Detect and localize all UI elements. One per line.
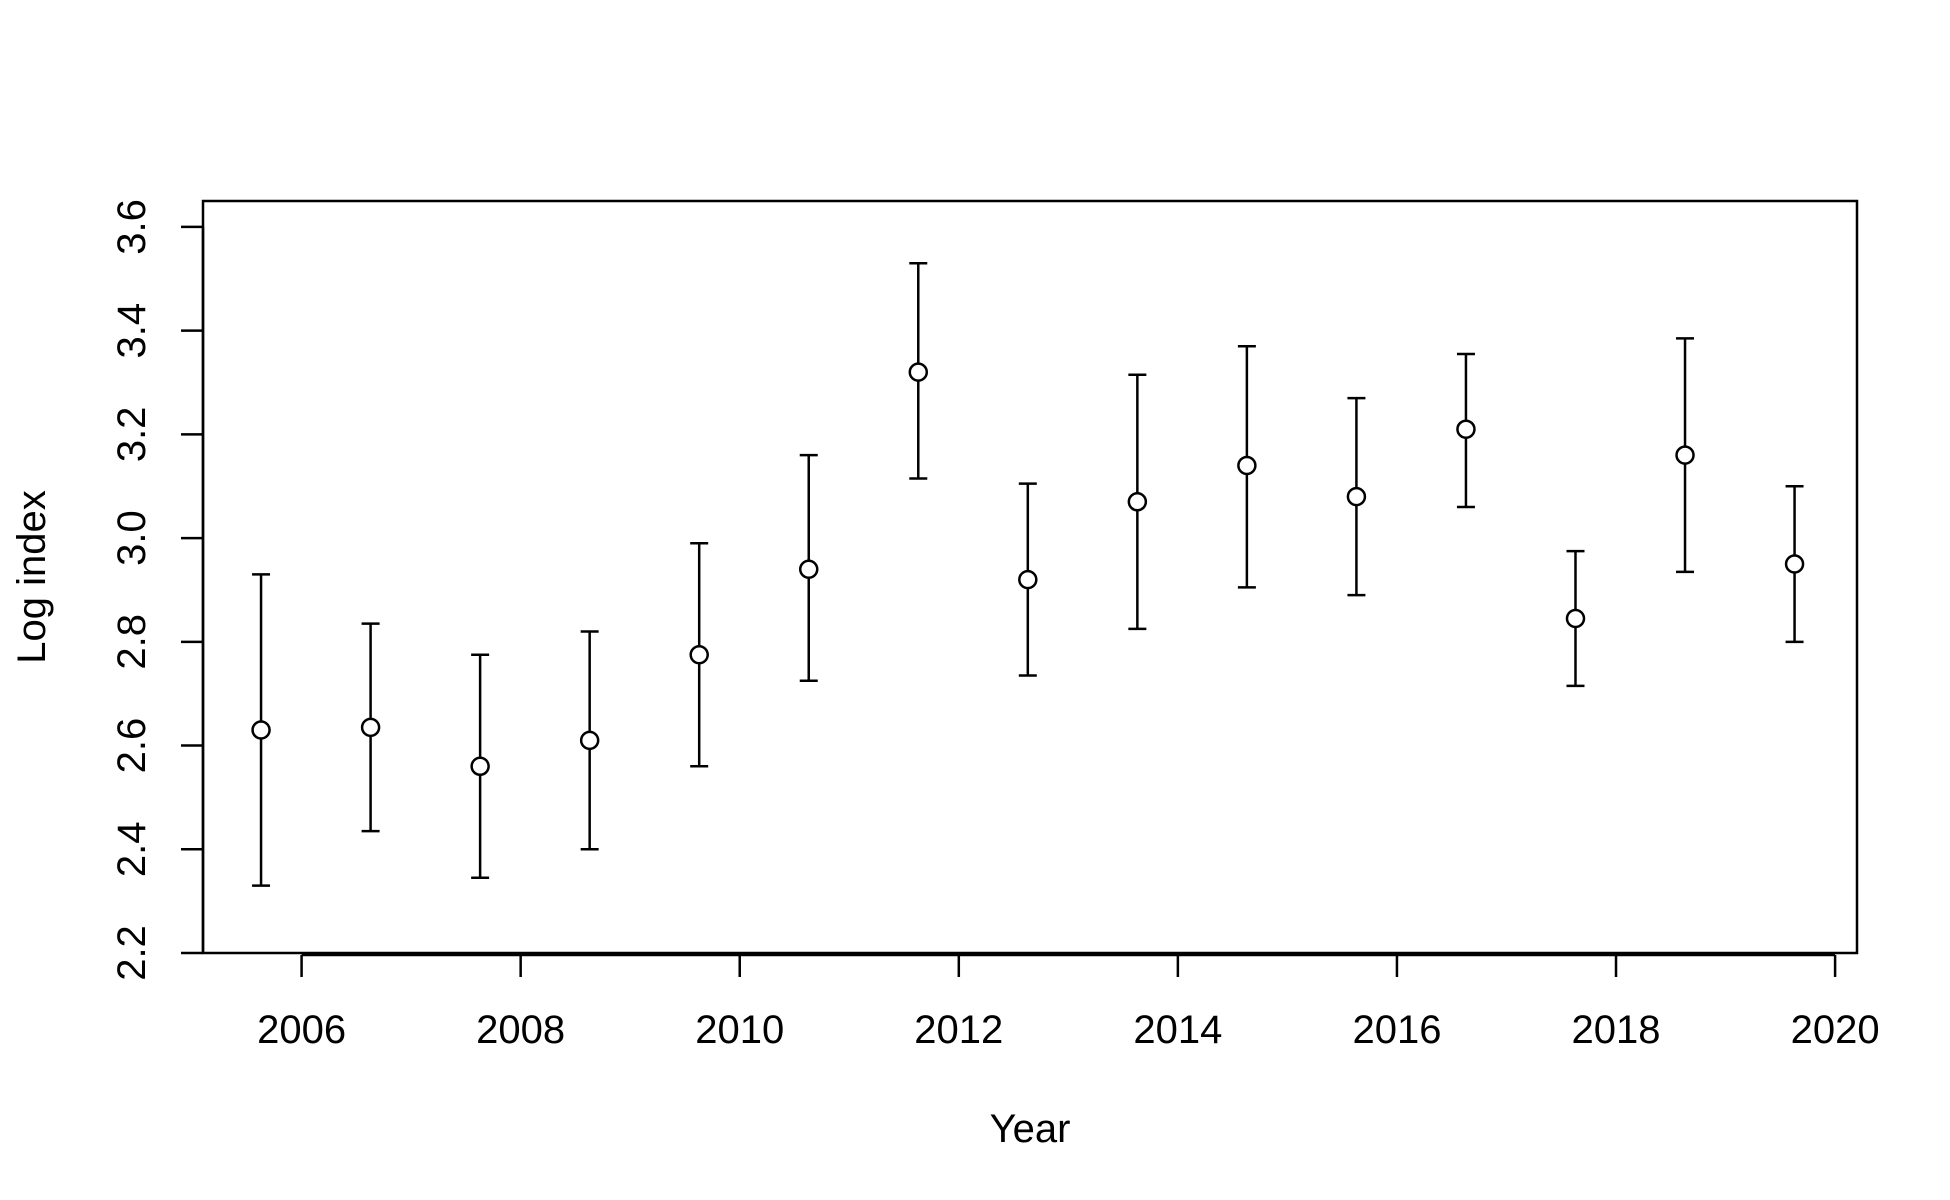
data-point-8 [1127, 492, 1148, 512]
y-tick-label-2: 2.6 [110, 718, 154, 774]
y-tick-label-1: 2.4 [110, 821, 154, 877]
data-point-9 [1237, 455, 1257, 476]
data-point-1 [360, 717, 381, 738]
data-point-14 [1784, 554, 1805, 574]
y-tick-label-6: 3.4 [110, 303, 154, 359]
x-tick-label-2018: 2018 [1572, 1008, 1661, 1052]
data-point-2 [470, 756, 490, 777]
data-point-12 [1565, 608, 1586, 629]
data-point-3 [579, 730, 600, 751]
x-axis-title: Year [990, 1107, 1071, 1151]
y-tick-label-0: 2.2 [110, 925, 154, 981]
y-tick-label-7: 3.6 [110, 199, 154, 255]
data-points [251, 362, 1805, 777]
data-point-0 [251, 720, 271, 740]
x-tick-label-2016: 2016 [1352, 1008, 1441, 1052]
y-tick-label-5: 3.2 [110, 407, 154, 463]
x-tick-label-2008: 2008 [476, 1008, 565, 1052]
data-point-4 [689, 645, 709, 665]
x-axis: 2006 2008 2010 2012 2014 2016 2018 2020 [257, 953, 1880, 1052]
data-point-6 [908, 362, 929, 382]
data-point-5 [798, 559, 819, 579]
data-point-13 [1675, 445, 1695, 465]
y-tick-label-4: 3.0 [110, 510, 154, 566]
y-tick-label-3: 2.8 [110, 614, 154, 670]
x-tick-label-2010: 2010 [695, 1008, 784, 1052]
data-point-7 [1018, 569, 1038, 590]
y-axis: 2.2 2.4 2.6 2.8 3.0 3.2 3.4 3.6 [110, 199, 205, 981]
data-point-11 [1456, 419, 1476, 439]
x-tick-label-2006: 2006 [257, 1008, 346, 1052]
x-tick-label-2020: 2020 [1791, 1008, 1880, 1052]
data-point-10 [1346, 486, 1367, 507]
x-tick-label-2012: 2012 [914, 1008, 1003, 1052]
x-tick-label-2014: 2014 [1133, 1008, 1222, 1052]
y-axis-title: Log index [10, 490, 54, 663]
